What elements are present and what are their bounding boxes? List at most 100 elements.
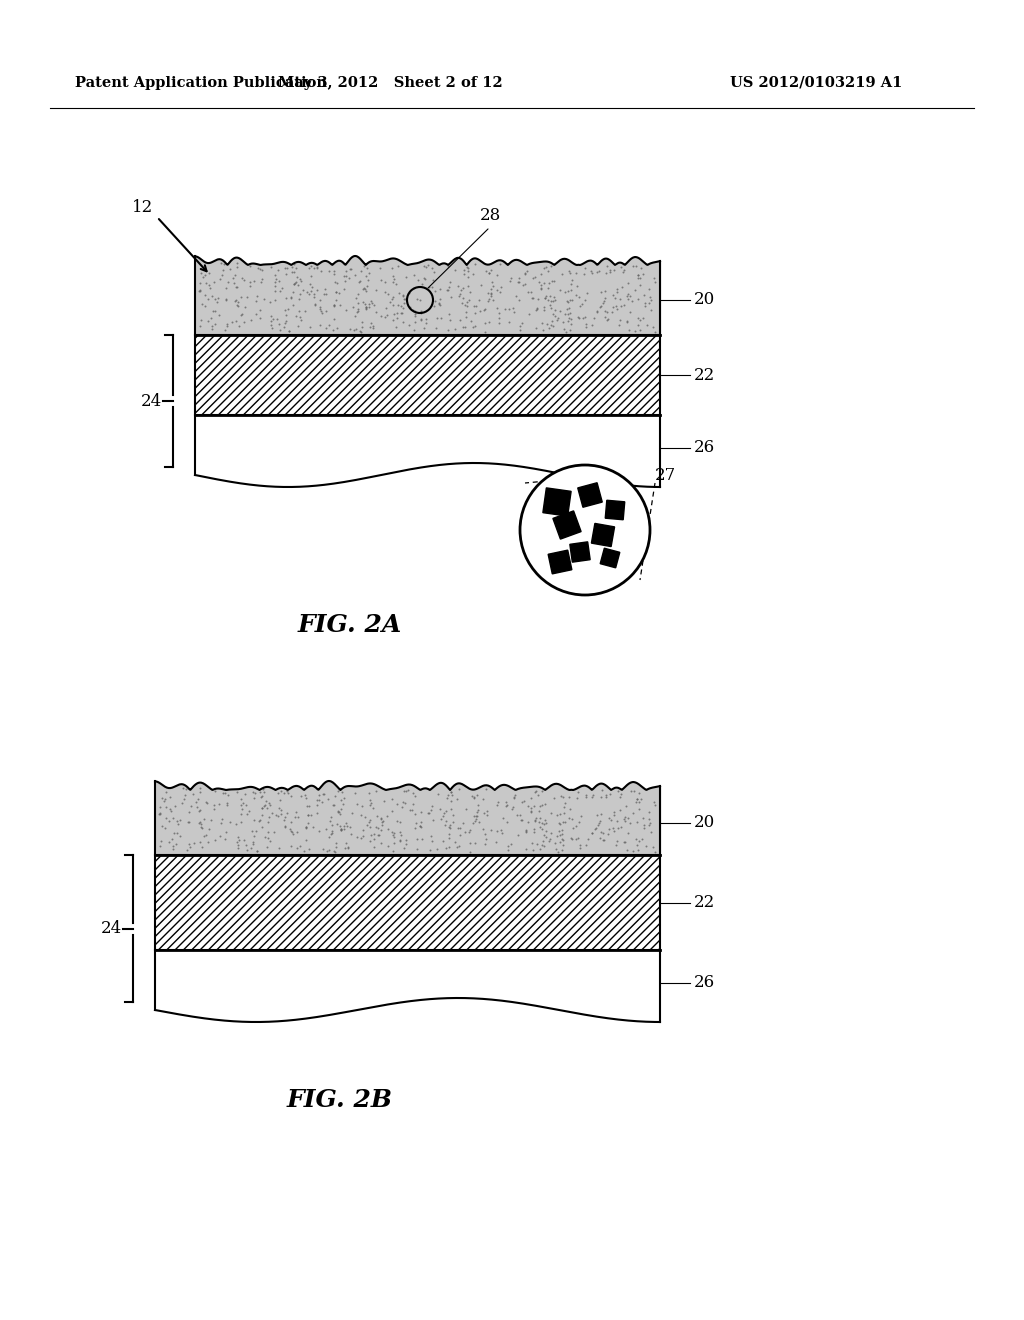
Point bbox=[590, 814, 606, 836]
Point bbox=[326, 841, 342, 862]
Point bbox=[220, 272, 237, 293]
Point bbox=[401, 314, 418, 335]
Point bbox=[593, 296, 609, 317]
Point bbox=[413, 300, 429, 321]
Point bbox=[219, 795, 236, 816]
Point bbox=[392, 829, 409, 850]
Point bbox=[410, 269, 426, 290]
Point bbox=[597, 784, 613, 805]
Point bbox=[517, 838, 534, 859]
Point bbox=[466, 787, 482, 808]
Point bbox=[286, 273, 302, 294]
Point bbox=[282, 321, 298, 342]
Point bbox=[446, 318, 463, 339]
Point bbox=[225, 267, 242, 288]
Point bbox=[359, 257, 376, 279]
Point bbox=[424, 276, 440, 297]
Point bbox=[355, 277, 372, 298]
Point bbox=[603, 809, 620, 830]
Point bbox=[647, 321, 664, 342]
Point bbox=[552, 825, 568, 846]
Point bbox=[534, 834, 550, 855]
Point bbox=[234, 268, 251, 289]
Point bbox=[332, 294, 348, 315]
Point bbox=[354, 820, 371, 841]
Point bbox=[285, 261, 301, 282]
Point bbox=[612, 288, 629, 309]
Point bbox=[357, 293, 374, 314]
Point bbox=[197, 265, 213, 286]
Point bbox=[246, 825, 262, 846]
Point bbox=[509, 825, 525, 846]
Point bbox=[468, 296, 484, 317]
Point bbox=[514, 313, 530, 334]
Point bbox=[407, 804, 423, 825]
Point bbox=[194, 814, 210, 836]
Point bbox=[406, 265, 422, 286]
Point bbox=[256, 796, 272, 817]
Point bbox=[599, 309, 615, 330]
Text: FIG. 2A: FIG. 2A bbox=[298, 612, 402, 638]
Point bbox=[275, 809, 292, 830]
Point bbox=[203, 308, 219, 329]
Point bbox=[164, 828, 180, 849]
Point bbox=[286, 281, 302, 302]
Point bbox=[524, 268, 541, 289]
Point bbox=[312, 260, 329, 281]
Point bbox=[482, 282, 499, 304]
Point bbox=[283, 836, 299, 857]
Point bbox=[597, 263, 613, 284]
Point bbox=[283, 818, 299, 840]
Text: 26: 26 bbox=[694, 974, 715, 991]
Point bbox=[628, 792, 644, 813]
Point bbox=[557, 281, 573, 302]
Point bbox=[257, 826, 273, 847]
Point bbox=[393, 796, 410, 817]
Point bbox=[543, 803, 559, 824]
Point bbox=[321, 826, 337, 847]
Point bbox=[432, 279, 449, 300]
Point bbox=[249, 841, 265, 862]
Point bbox=[400, 282, 417, 304]
Point bbox=[580, 829, 596, 850]
Point bbox=[396, 288, 413, 309]
Point bbox=[527, 809, 544, 830]
Point bbox=[551, 820, 567, 841]
Point bbox=[625, 290, 641, 312]
Point bbox=[278, 288, 294, 309]
Point bbox=[601, 260, 617, 281]
Point bbox=[236, 312, 252, 333]
Point bbox=[266, 281, 283, 302]
Point bbox=[438, 810, 455, 832]
Point bbox=[532, 275, 549, 296]
Point bbox=[561, 308, 578, 329]
Point bbox=[531, 796, 548, 817]
Point bbox=[392, 302, 409, 323]
Point bbox=[391, 282, 408, 304]
Point bbox=[589, 301, 605, 322]
Point bbox=[288, 257, 304, 279]
Point bbox=[230, 829, 247, 850]
Point bbox=[534, 313, 550, 334]
Point bbox=[315, 783, 332, 804]
Point bbox=[291, 289, 307, 310]
Point bbox=[263, 314, 280, 335]
Point bbox=[538, 285, 554, 306]
Point bbox=[575, 263, 592, 284]
Point bbox=[628, 828, 644, 849]
Point bbox=[410, 288, 426, 309]
Point bbox=[626, 780, 642, 801]
Point bbox=[347, 783, 364, 804]
Point bbox=[453, 817, 469, 838]
Point bbox=[451, 777, 467, 799]
Point bbox=[554, 829, 570, 850]
Point bbox=[186, 833, 203, 854]
Point bbox=[170, 813, 186, 834]
Point bbox=[270, 781, 287, 803]
Point bbox=[233, 788, 250, 809]
Point bbox=[258, 791, 274, 812]
Point bbox=[242, 255, 258, 276]
Point bbox=[191, 832, 208, 853]
Point bbox=[501, 312, 517, 333]
Point bbox=[570, 781, 587, 803]
